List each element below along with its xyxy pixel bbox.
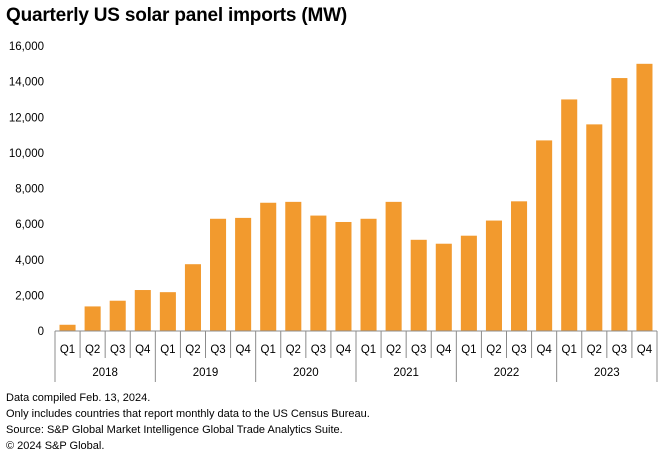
- x-tick-label-year: 2021: [393, 367, 419, 379]
- x-tick-label-quarter: Q1: [160, 344, 175, 356]
- footnotes: Data compiled Feb. 13, 2024. Only includ…: [6, 390, 370, 454]
- bar: [109, 300, 126, 331]
- bar: [485, 220, 502, 331]
- bar: [310, 215, 327, 331]
- footnote-source: Source: S&P Global Market Intelligence G…: [6, 424, 343, 436]
- x-tick-label-quarter: Q3: [511, 344, 526, 356]
- bars: [59, 63, 653, 331]
- x-tick-label-year: 2020: [293, 367, 319, 379]
- bar: [285, 201, 302, 331]
- x-tick-label-quarter: Q3: [612, 344, 627, 356]
- x-axis: Q1 Q2 Q3 Q4 Q1 Q2 Q3 Q4 Q1 Q2 Q3 Q4 Q1 Q2 Q3 Q4 Q1 Q2 Q3 Q4…: [54, 330, 658, 382]
- x-tick-label-quarter: Q4: [135, 344, 151, 356]
- y-tick-label: 4,000: [15, 255, 44, 267]
- x-tick-label-quarter: Q4: [436, 344, 452, 356]
- x-tick-label-quarter: Q1: [461, 344, 476, 356]
- x-tick-label-quarter: Q2: [386, 344, 401, 356]
- x-tick-label-quarter: Q3: [110, 344, 125, 356]
- y-axis-tick-labels: 0 2,000 4,000 6,000 8,000 10,000 12,000 14,000 1…: [9, 41, 44, 338]
- bar: [260, 202, 277, 331]
- y-tick-label: 6,000: [15, 219, 44, 231]
- bar: [159, 292, 176, 331]
- y-tick-label: 12,000: [9, 112, 44, 124]
- bar: [511, 201, 528, 331]
- x-tick-label-quarter: Q3: [411, 344, 426, 356]
- x-tick-label-year: 2018: [92, 367, 118, 379]
- x-tick-label-quarter: Q2: [185, 344, 200, 356]
- bar: [410, 239, 427, 331]
- x-tick-label-quarter: Q4: [637, 344, 653, 356]
- bar: [235, 217, 252, 331]
- bar: [611, 78, 628, 331]
- footnote-date: Data compiled Feb. 13, 2024.: [6, 392, 151, 404]
- bar: [184, 264, 201, 331]
- bar-chart: 0 2,000 4,000 6,000 8,000 10,000 12,000 14,000 1…: [9, 41, 658, 382]
- x-tick-label-quarter: Q1: [261, 344, 276, 356]
- x-tick-label-quarter: Q1: [60, 344, 75, 356]
- bar: [536, 140, 553, 331]
- x-tick-label-quarter: Q3: [210, 344, 225, 356]
- x-tick-label-year: 2023: [594, 367, 620, 379]
- x-tick-label-quarter: Q1: [562, 344, 577, 356]
- x-tick-label-quarter: Q4: [336, 344, 352, 356]
- x-tick-label-year: 2022: [494, 367, 520, 379]
- x-tick-label-quarter: Q2: [486, 344, 501, 356]
- bar: [460, 235, 477, 331]
- bar: [561, 99, 578, 331]
- footnote-coverage: Only includes countries that report mont…: [6, 408, 370, 420]
- x-tick-label-quarter: Q4: [536, 344, 552, 356]
- bar: [360, 218, 377, 331]
- y-tick-label: 14,000: [9, 77, 44, 89]
- x-tick-label-quarter: Q3: [311, 344, 326, 356]
- bar: [335, 221, 352, 331]
- bar: [636, 63, 653, 331]
- y-tick-label: 8,000: [15, 184, 44, 196]
- x-tick-label-quarter: Q2: [85, 344, 100, 356]
- y-tick-label: 10,000: [9, 148, 44, 160]
- bar: [210, 218, 227, 331]
- y-tick-label: 16,000: [9, 41, 44, 53]
- bar: [586, 124, 603, 331]
- x-tick-label-quarter: Q4: [235, 344, 251, 356]
- x-tick-label-quarter: Q1: [361, 344, 376, 356]
- bar: [435, 243, 452, 331]
- y-tick-label: 2,000: [15, 290, 44, 302]
- bar: [385, 201, 402, 331]
- footnote-copyright: © 2024 S&P Global.: [6, 440, 105, 452]
- bar: [84, 306, 101, 331]
- chart-title: Quarterly US solar panel imports (MW): [6, 5, 347, 26]
- bar: [134, 290, 151, 331]
- x-tick-label-year: 2019: [193, 367, 219, 379]
- x-tick-label-quarter: Q2: [286, 344, 301, 356]
- bar: [59, 324, 76, 331]
- y-tick-label: 0: [38, 326, 44, 338]
- x-tick-label-quarter: Q2: [587, 344, 602, 356]
